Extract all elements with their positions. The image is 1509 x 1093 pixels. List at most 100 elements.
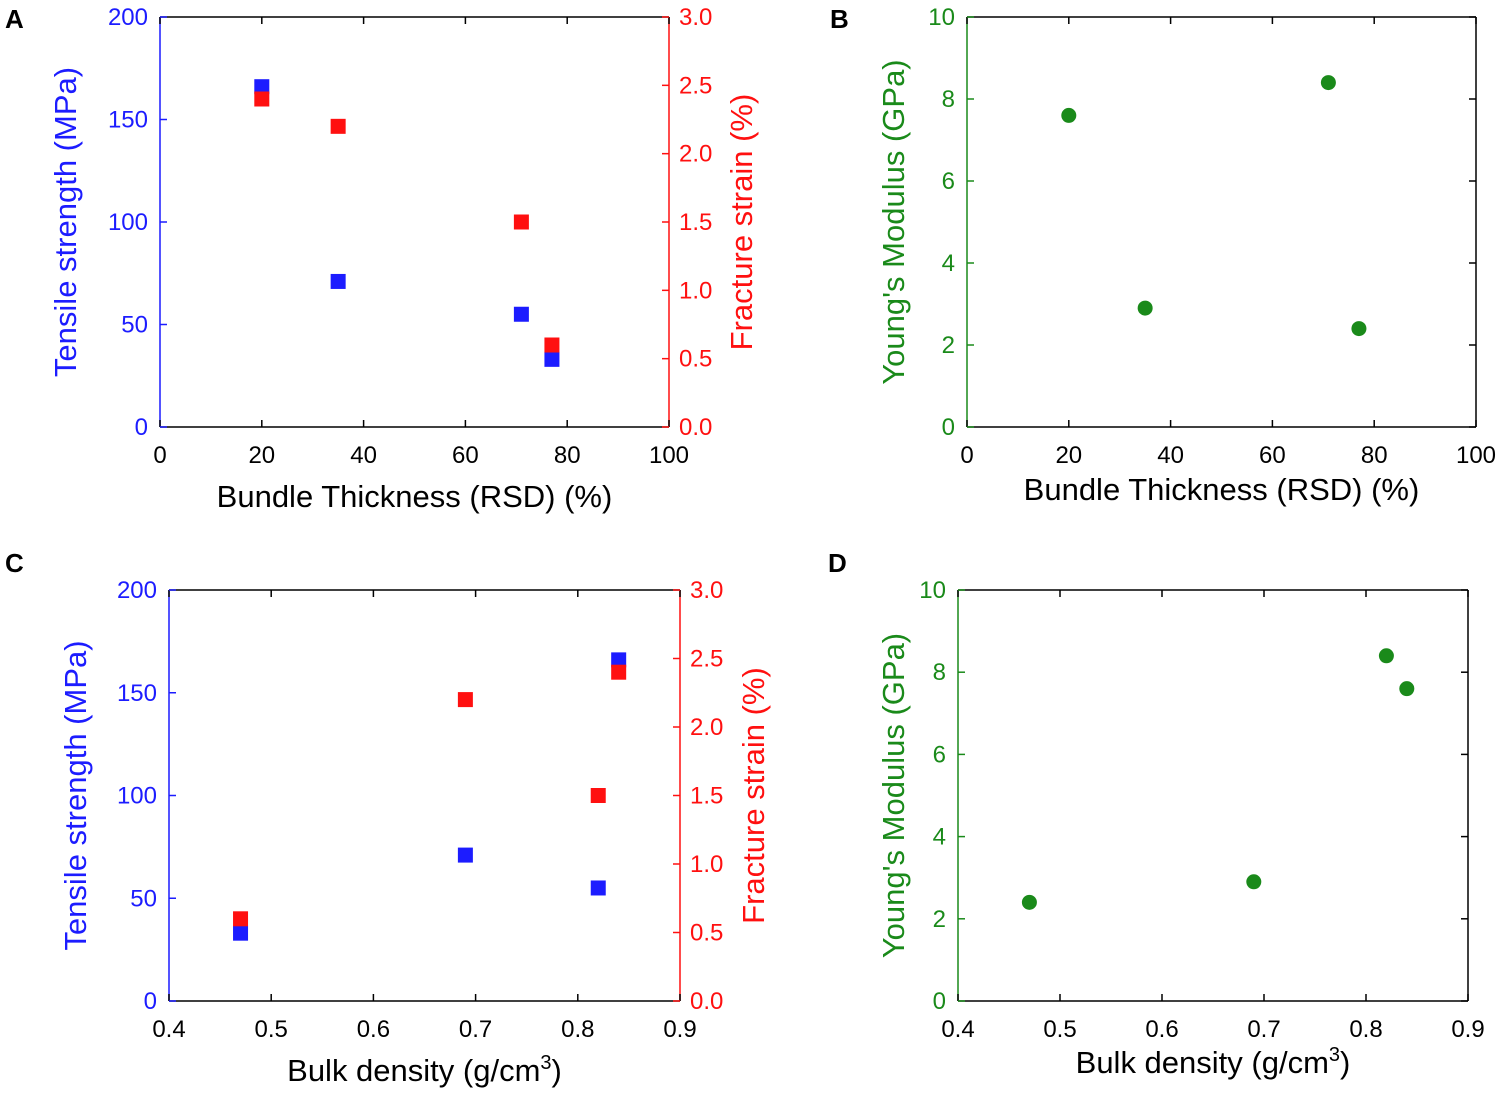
y-tick-label-left-b: 4 [942, 250, 955, 277]
x-tick-label-b: 40 [1157, 442, 1184, 469]
x-tick-label-a: 100 [649, 442, 689, 469]
x-tick-label-d: 0.9 [1451, 1016, 1484, 1043]
data-point-tensile-strength-a [330, 273, 346, 289]
x-tick-label-a: 80 [554, 442, 581, 469]
x-axis-title-tail-d: ) [1340, 1045, 1350, 1080]
y-axis-title-right-a: Fracture strain (%) [724, 94, 759, 351]
x-axis-title-text-d: Bulk density (g/cm [1076, 1045, 1329, 1080]
y-tick-label-right-c: 1.0 [690, 851, 723, 878]
data-point-young-s-modulus-b [1320, 75, 1336, 91]
y-tick-label-right-a: 2.5 [679, 72, 712, 99]
y-tick-label-left-c: 100 [117, 783, 157, 810]
x-axis-title-text-b: Bundle Thickness (RSD) (%) [1024, 472, 1420, 507]
data-point-tensile-strength-a [544, 351, 560, 367]
x-tick-label-a: 20 [248, 442, 275, 469]
data-point-tensile-strength-c [611, 652, 627, 668]
x-axis-title-a: Bundle Thickness (RSD) (%) [217, 479, 613, 514]
y-tick-label-left-a: 150 [108, 107, 148, 134]
y-tick-label-left-a: 100 [108, 209, 148, 236]
data-point-fracture-strain-a [330, 118, 346, 134]
y-tick-label-left-d: 8 [933, 659, 946, 686]
y-tick-label-left-b: 6 [942, 168, 955, 195]
chart-panel-c: C 0.4 0.5 0.6 0.7 0.8 0.9 0 50 100 150 200 0.0 0.5 1.0… [5, 548, 771, 1088]
y-tick-label-left-d: 6 [933, 741, 946, 768]
y-axis-title-left-a: Tensile strength (MPa) [48, 67, 83, 377]
chart-panel-d: D 0.4 0.5 0.6 0.7 0.8 0.9 0 2 4 6 8 10 Bulk density (… [828, 548, 1485, 1080]
data-point-tensile-strength-c [590, 880, 606, 896]
y-tick-label-left-a: 200 [108, 4, 148, 31]
x-axis-title-text-c: Bulk density (g/cm [287, 1053, 540, 1088]
data-point-young-s-modulus-d [1399, 681, 1415, 697]
x-tick-label-c: 0.6 [357, 1016, 390, 1043]
y-tick-label-left-d: 2 [933, 906, 946, 933]
y-tick-label-right-c: 2.5 [690, 646, 723, 673]
data-point-fracture-strain-a [544, 337, 560, 353]
data-point-fracture-strain-c [457, 692, 473, 708]
y-tick-label-left-a: 0 [135, 414, 148, 441]
data-point-young-s-modulus-d [1246, 874, 1262, 890]
x-tick-label-b: 100 [1456, 442, 1496, 469]
x-axis-title-c: Bulk density (g/cm3) [287, 1052, 562, 1088]
data-point-tensile-strength-a [513, 306, 529, 322]
x-tick-label-d: 0.6 [1145, 1016, 1178, 1043]
x-tick-label-b: 80 [1361, 442, 1388, 469]
x-tick-label-b: 0 [960, 442, 973, 469]
y-tick-label-right-c: 0.5 [690, 920, 723, 947]
y-tick-label-right-a: 3.0 [679, 4, 712, 31]
y-tick-label-left-b: 0 [942, 414, 955, 441]
y-tick-label-left-c: 50 [130, 885, 157, 912]
x-tick-label-b: 20 [1055, 442, 1082, 469]
x-axis-title-sup-c: 3 [540, 1052, 551, 1074]
y-tick-label-right-a: 2.0 [679, 141, 712, 168]
x-tick-label-d: 0.4 [941, 1016, 974, 1043]
data-point-fracture-strain-a [513, 214, 529, 230]
x-tick-label-c: 0.9 [663, 1016, 696, 1043]
panel-label-c: C [5, 548, 24, 578]
y-tick-label-left-d: 4 [933, 824, 946, 851]
y-axis-title-right-c: Fracture strain (%) [736, 667, 771, 924]
data-point-young-s-modulus-d [1021, 894, 1037, 910]
y-tick-label-left-c: 200 [117, 577, 157, 604]
data-point-tensile-strength-a [254, 79, 270, 95]
y-tick-label-right-c: 2.0 [690, 714, 723, 741]
y-tick-label-right-a: 0.5 [679, 346, 712, 373]
y-tick-label-right-a: 0.0 [679, 414, 712, 441]
x-tick-label-b: 60 [1259, 442, 1286, 469]
x-tick-label-c: 0.8 [561, 1016, 594, 1043]
x-axis-title-d: Bulk density (g/cm3) [1076, 1044, 1351, 1080]
panel-label-d: D [828, 548, 847, 578]
y-tick-label-right-a: 1.0 [679, 277, 712, 304]
x-tick-label-a: 0 [153, 442, 166, 469]
x-axis-title-sup-d: 3 [1329, 1044, 1340, 1066]
x-axis-title-text-a: Bundle Thickness (RSD) (%) [217, 479, 613, 514]
data-point-young-s-modulus-b [1137, 300, 1153, 316]
y-tick-label-left-c: 0 [144, 988, 157, 1015]
y-tick-label-right-c: 1.5 [690, 783, 723, 810]
x-tick-label-a: 40 [350, 442, 377, 469]
chart-panel-a: A 0 20 40 60 80 100 0 50 100 150 200 0.0 0.5 1.0 1.5 2.0… [5, 4, 759, 514]
y-tick-label-left-a: 50 [121, 312, 148, 339]
x-axis-title-tail-c: ) [552, 1053, 562, 1088]
y-tick-label-right-a: 1.5 [679, 209, 712, 236]
y-tick-label-right-c: 0.0 [690, 988, 723, 1015]
x-tick-label-c: 0.7 [459, 1016, 492, 1043]
data-point-fracture-strain-c [611, 664, 627, 680]
data-point-tensile-strength-c [233, 925, 249, 941]
chart-panel-b: B 0 20 40 60 80 100 0 2 4 6 8 10 Bundle Thickness (RS… [830, 4, 1496, 507]
data-point-young-s-modulus-b [1061, 107, 1077, 123]
data-point-young-s-modulus-d [1378, 648, 1394, 664]
y-axis-title-left-b: Young's Modulus (GPa) [876, 59, 911, 384]
y-tick-label-left-d: 0 [933, 988, 946, 1015]
y-tick-label-left-c: 150 [117, 680, 157, 707]
x-axis-title-b: Bundle Thickness (RSD) (%) [1024, 472, 1420, 507]
y-tick-label-left-b: 10 [928, 4, 955, 31]
y-tick-label-left-b: 8 [942, 86, 955, 113]
x-tick-label-c: 0.4 [152, 1016, 185, 1043]
y-tick-label-right-c: 3.0 [690, 577, 723, 604]
y-tick-label-left-b: 2 [942, 332, 955, 359]
x-tick-label-d: 0.7 [1247, 1016, 1280, 1043]
x-tick-label-a: 60 [452, 442, 479, 469]
data-point-fracture-strain-a [254, 91, 270, 107]
data-point-fracture-strain-c [233, 911, 249, 927]
x-tick-label-d: 0.5 [1043, 1016, 1076, 1043]
